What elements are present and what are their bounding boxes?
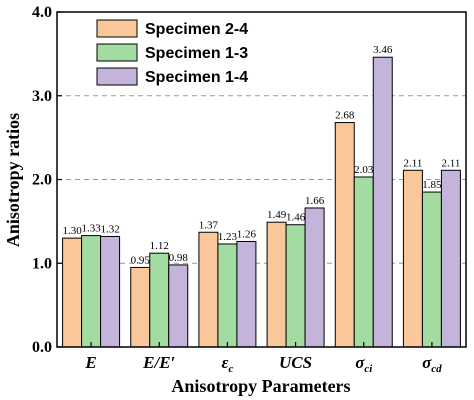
- y-axis: 0.0 1.0 2.0 3.0 4.0: [32, 4, 62, 356]
- data-label: 2.11: [441, 157, 460, 169]
- data-label: 3.46: [373, 44, 393, 56]
- bar-3-2: [168, 264, 189, 348]
- x-axis-title: Anisotropy Parameters: [171, 376, 350, 396]
- data-label: 1.12: [150, 240, 169, 252]
- x-tick-label: E: [84, 353, 96, 372]
- data-label: 1.49: [267, 209, 287, 221]
- data-label: 2.68: [335, 110, 355, 122]
- data-label: 2.03: [354, 164, 374, 176]
- legend-swatch-1: [96, 19, 138, 38]
- bar-1-1: [62, 237, 83, 348]
- bar-1-3: [198, 231, 219, 348]
- bar-1-5: [334, 122, 355, 348]
- y-tick-label: 3.0: [32, 88, 52, 105]
- bar-3-4: [304, 207, 325, 348]
- legend-label-2: Specimen 1-3: [145, 45, 248, 62]
- data-label: 1.46: [286, 212, 306, 224]
- data-label: 1.37: [199, 219, 219, 231]
- legend-label-1: Specimen 2-4: [145, 21, 248, 38]
- data-label: 1.26: [237, 228, 257, 240]
- x-tick-label: σci: [355, 353, 373, 375]
- bar-2-5: [353, 176, 374, 348]
- data-label: 2.11: [403, 157, 422, 169]
- bar-3-3: [236, 240, 257, 348]
- data-label: 1.85: [422, 179, 442, 191]
- bar-3-6: [440, 169, 461, 348]
- bar-3-5: [372, 56, 393, 348]
- x-tick-label: σcd: [422, 353, 442, 375]
- bar-3-1: [100, 235, 121, 348]
- bars: [62, 56, 461, 348]
- bar-1-2: [130, 266, 151, 348]
- data-label: 1.23: [218, 231, 238, 243]
- x-tick-label: E/E′: [142, 353, 175, 372]
- bar-2-4: [285, 224, 306, 348]
- bar-1-6: [402, 169, 423, 348]
- x-axis: E E/E′ εc UCS σci σcd: [84, 342, 442, 375]
- bar-2-1: [81, 235, 102, 348]
- bar-2-6: [421, 191, 442, 348]
- x-tick-label: εc: [221, 353, 233, 375]
- legend-swatch-2: [96, 43, 138, 62]
- y-axis-title: Anisotropy ratios: [3, 113, 23, 247]
- bar-2-2: [149, 252, 170, 348]
- bar-1-4: [266, 221, 287, 348]
- y-tick-label: 4.0: [32, 4, 52, 21]
- x-tick-label: UCS: [279, 353, 312, 372]
- bar-2-3: [217, 243, 238, 348]
- y-tick-label: 0.0: [32, 339, 52, 356]
- data-label: 1.30: [62, 225, 82, 237]
- y-tick-label: 1.0: [32, 255, 52, 272]
- data-labels: 1.30 0.95 1.37 1.49 2.68 2.11 1.33 1.12 1.23 1.46…: [62, 44, 460, 266]
- data-label: 1.33: [81, 223, 101, 235]
- data-label: 0.95: [131, 254, 151, 266]
- legend: Specimen 2-4 Specimen 1-3 Specimen 1-4: [96, 19, 248, 86]
- legend-label-3: Specimen 1-4: [145, 69, 248, 86]
- data-label: 0.98: [169, 252, 189, 264]
- data-label: 1.66: [305, 195, 325, 207]
- legend-swatch-3: [96, 67, 138, 86]
- data-label: 1.32: [100, 223, 119, 235]
- y-tick-label: 2.0: [32, 172, 52, 189]
